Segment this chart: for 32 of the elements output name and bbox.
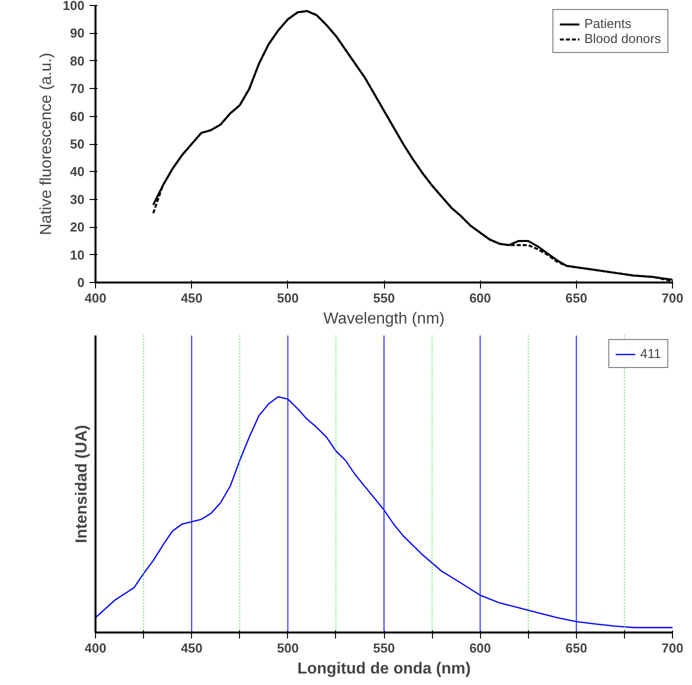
y-tick-label: 90 bbox=[70, 26, 85, 41]
x-tick-label: 600 bbox=[469, 290, 492, 306]
x-tick-label: 450 bbox=[180, 640, 203, 656]
legend-label: 411 bbox=[640, 346, 661, 361]
y-tick-label: 50 bbox=[70, 136, 85, 152]
x-tick-label: 700 bbox=[662, 290, 684, 306]
x-tick-label: 550 bbox=[373, 290, 395, 306]
y-tick-label: 0 bbox=[77, 275, 85, 290]
x-tick-label: 450 bbox=[180, 290, 203, 306]
y-tick-label: 10 bbox=[70, 247, 85, 262]
x-axis-title: Longitud de onda (nm) bbox=[297, 660, 471, 678]
y-tick-label: 30 bbox=[70, 192, 85, 207]
x-tick-label: 650 bbox=[565, 290, 588, 306]
legend-label: Patients bbox=[584, 16, 632, 31]
y-axis-title: Native fluorescence (a.u.) bbox=[38, 52, 55, 236]
x-tick-label: 500 bbox=[276, 290, 299, 306]
y-axis-title: Intensidad (UA) bbox=[74, 424, 90, 544]
y-tick-label: 60 bbox=[70, 108, 85, 124]
x-tick-label: 500 bbox=[276, 640, 299, 656]
y-tick-label: 70 bbox=[70, 81, 85, 96]
legend-label: Blood donors bbox=[584, 31, 661, 46]
y-tick-label: 100 bbox=[62, 0, 85, 13]
y-tick-label: 80 bbox=[70, 53, 85, 68]
x-tick-label: 600 bbox=[469, 640, 492, 656]
x-tick-label: 400 bbox=[84, 640, 106, 656]
y-tick-label: 20 bbox=[70, 220, 85, 235]
x-tick-label: 650 bbox=[565, 640, 588, 656]
x-tick-label: 550 bbox=[373, 640, 395, 656]
x-axis-title: Wavelength (nm) bbox=[323, 310, 445, 328]
x-tick-label: 700 bbox=[662, 640, 684, 656]
y-tick-label: 40 bbox=[70, 164, 85, 180]
x-tick-label: 400 bbox=[84, 290, 106, 306]
